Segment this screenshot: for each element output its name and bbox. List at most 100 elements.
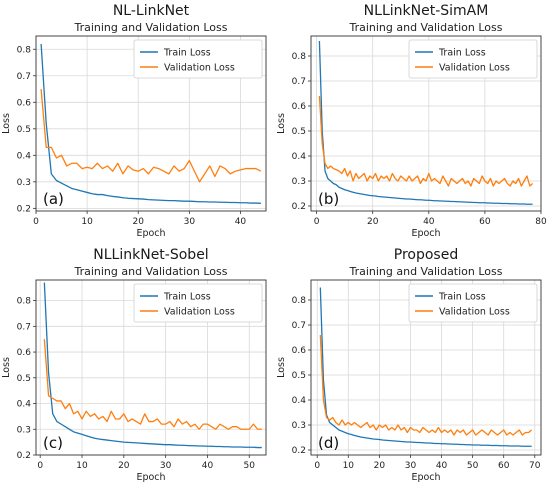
validation-loss-series <box>318 95 534 187</box>
legend-label: Validation Loss <box>164 307 235 318</box>
chart-title: Training and Validation Loss <box>73 21 227 34</box>
plot-area <box>310 35 542 212</box>
y-tick-label: 0.4 <box>17 400 32 410</box>
y-tick-label: 0.3 <box>292 177 306 187</box>
train-loss-series <box>319 287 532 447</box>
x-tick-label: 10 <box>76 461 88 471</box>
plot-area <box>35 279 267 456</box>
y-tick-label: 0.5 <box>17 125 31 135</box>
y-tick-label: 0.2 <box>292 446 306 456</box>
x-tick-label: 60 <box>498 461 510 471</box>
x-axis-label: Epoch <box>411 228 440 239</box>
legend: Train Loss Validation Loss <box>133 283 263 323</box>
validation-loss-series <box>319 334 533 436</box>
y-axis: 0.2 0.3 0.4 0.5 0.6 0.7 0.8 <box>17 297 36 461</box>
legend: Train Loss Validation Loss <box>133 39 263 79</box>
y-axis: 0.2 0.3 0.4 0.5 0.6 0.7 0.8 <box>292 52 311 212</box>
plot-area <box>35 35 267 212</box>
y-tick-label: 0.2 <box>292 202 306 212</box>
plot-area <box>310 279 542 456</box>
y-axis-label: Loss <box>1 113 12 134</box>
panel-label: (b) <box>318 190 339 208</box>
y-tick-label: 0.8 <box>17 297 32 307</box>
chart-suptitle: NLLinkNet-SimAM <box>364 3 489 19</box>
validation-loss-series <box>40 88 262 183</box>
y-axis: 0.2 0.3 0.4 0.5 0.6 0.7 0.8 <box>292 296 311 456</box>
chart-panel-nllinknet-simam: NLLinkNet-SimAM Training and Validation L… <box>275 0 550 244</box>
y-axis-label: Loss <box>1 357 12 378</box>
y-tick-label: 0.2 <box>17 204 31 214</box>
panel-label: (a) <box>43 190 64 208</box>
y-tick-label: 0.8 <box>292 52 307 62</box>
train-loss-series <box>43 282 262 449</box>
x-tick-label: 60 <box>479 217 491 227</box>
y-tick-label: 0.8 <box>292 296 307 306</box>
y-tick-label: 0.4 <box>17 151 32 161</box>
y-axis-label: Loss <box>276 357 287 378</box>
x-axis: 0 20 40 60 80 <box>314 211 547 227</box>
chart-title: Training and Validation Loss <box>348 21 502 34</box>
y-tick-label: 0.3 <box>17 178 31 188</box>
legend-box <box>133 283 263 323</box>
validation-loss-series <box>43 339 262 430</box>
y-tick-label: 0.4 <box>292 152 307 162</box>
legend-label: Train Loss <box>438 48 486 59</box>
train-loss-series <box>318 40 533 205</box>
legend-box <box>408 39 538 79</box>
y-tick-label: 0.5 <box>292 371 306 381</box>
y-tick-label: 0.4 <box>292 396 307 406</box>
chart-suptitle: Proposed <box>394 247 458 263</box>
x-tick-label: 0 <box>33 217 39 227</box>
x-tick-label: 70 <box>529 461 541 471</box>
x-axis-label: Epoch <box>411 472 440 483</box>
x-tick-label: 30 <box>184 217 196 227</box>
y-tick-label: 0.6 <box>17 348 32 358</box>
legend-box <box>408 283 538 323</box>
legend-label: Train Loss <box>163 48 211 59</box>
legend-label: Train Loss <box>438 292 486 303</box>
y-tick-label: 0.5 <box>292 127 306 137</box>
x-axis: 0 10 20 30 40 50 60 70 <box>314 455 541 471</box>
y-tick-label: 0.7 <box>292 321 306 331</box>
x-tick-label: 0 <box>314 217 320 227</box>
chart-suptitle: NL-LinkNet <box>113 3 190 19</box>
x-tick-label: 40 <box>202 461 214 471</box>
x-axis-label: Epoch <box>136 228 165 239</box>
x-tick-label: 40 <box>423 217 435 227</box>
chart-svg: NL-LinkNet Training and Validation Loss 0.… <box>1 3 267 239</box>
chart-panel-nl-linknet: NL-LinkNet Training and Validation Loss 0.… <box>0 0 275 244</box>
x-tick-label: 0 <box>314 461 320 471</box>
x-tick-label: 40 <box>235 217 247 227</box>
y-tick-label: 0.3 <box>292 421 306 431</box>
x-tick-label: 20 <box>118 461 130 471</box>
panel-label: (d) <box>318 434 339 452</box>
chart-panel-proposed: Proposed Training and Validation Loss 0.2 0… <box>275 244 550 488</box>
y-axis: 0.2 0.3 0.4 0.5 0.6 0.7 0.8 <box>17 45 36 214</box>
x-tick-label: 50 <box>467 461 479 471</box>
x-tick-label: 20 <box>132 217 144 227</box>
legend-box <box>133 39 263 79</box>
x-tick-label: 30 <box>160 461 172 471</box>
legend-label: Validation Loss <box>439 307 510 318</box>
legend: Train Loss Validation Loss <box>408 39 538 79</box>
x-axis: 0 10 20 30 40 <box>33 211 246 227</box>
x-tick-label: 30 <box>405 461 417 471</box>
legend-label: Train Loss <box>163 292 211 303</box>
x-tick-label: 10 <box>343 461 355 471</box>
y-tick-label: 0.2 <box>17 451 31 461</box>
y-tick-label: 0.6 <box>292 346 307 356</box>
panel-label: (c) <box>43 434 63 452</box>
legend-label: Validation Loss <box>439 63 510 74</box>
chart-svg: NLLinkNet-SimAM Training and Validation L… <box>276 3 547 239</box>
y-tick-label: 0.3 <box>17 425 31 435</box>
y-tick-label: 0.6 <box>17 98 32 108</box>
x-tick-label: 20 <box>367 217 379 227</box>
x-tick-label: 20 <box>374 461 386 471</box>
train-loss-series <box>40 43 261 204</box>
chart-svg: NLLinkNet-Sobel Training and Validation L… <box>1 247 267 483</box>
x-axis: 0 10 20 30 40 50 <box>37 455 255 471</box>
chart-title: Training and Validation Loss <box>348 265 502 278</box>
y-axis-label: Loss <box>276 113 287 134</box>
y-tick-label: 0.5 <box>17 374 31 384</box>
